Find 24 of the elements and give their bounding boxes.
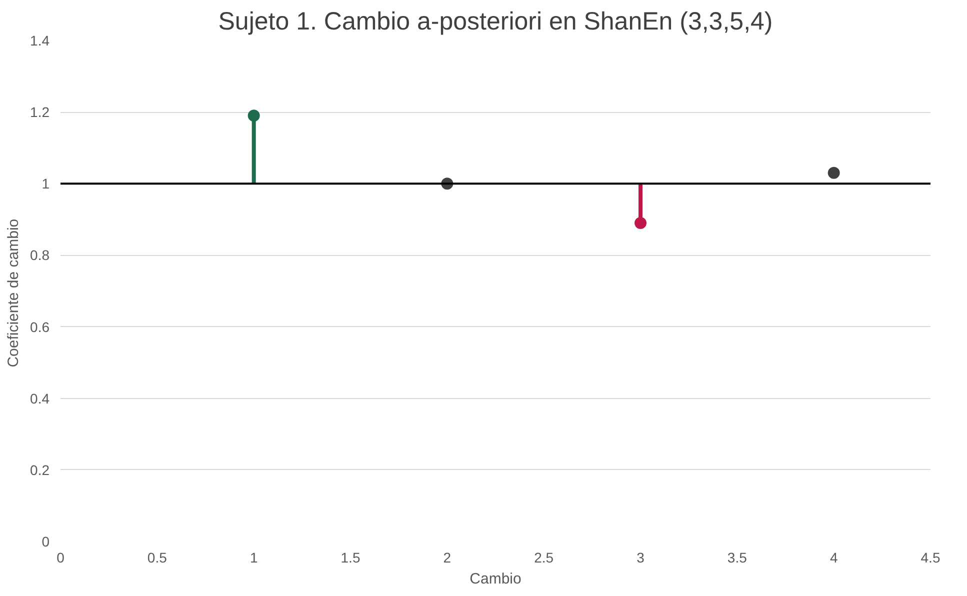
- y-tick-label: 0.6: [30, 318, 50, 335]
- point: [634, 217, 646, 229]
- point: [828, 166, 840, 179]
- x-tick-label: 4.5: [920, 550, 940, 566]
- y-tick-label: 0: [42, 534, 50, 550]
- y-tick-label: 0.4: [30, 390, 50, 406]
- x-tick-label: 0: [56, 550, 65, 566]
- y-axis-title: Coeficiente de cambio: [5, 218, 22, 368]
- y-tick-label: 0.8: [30, 247, 50, 264]
- x-tick-label: 1: [250, 550, 258, 566]
- point: [248, 110, 260, 122]
- x-tick-label: 2.5: [534, 550, 554, 566]
- x-tick-label: 3: [636, 550, 645, 566]
- x-tick-label: 2: [443, 550, 452, 566]
- y-tick-label: 0.2: [30, 462, 50, 478]
- x-tick-label: 4: [830, 550, 838, 566]
- chart-title: Sujeto 1. Cambio a-posteriori en ShanEn (3,3,5,4): [218, 8, 773, 36]
- y-tick-label: 1.4: [30, 32, 50, 48]
- x-tick-label: 3.5: [727, 550, 748, 566]
- x-tick-label: 1.5: [340, 550, 360, 566]
- y-tick-label: 1: [42, 176, 50, 192]
- x-axis-title: Cambio: [470, 570, 522, 588]
- x-tick-label: 0.5: [147, 550, 168, 566]
- y-tick-label: 1.2: [30, 104, 50, 120]
